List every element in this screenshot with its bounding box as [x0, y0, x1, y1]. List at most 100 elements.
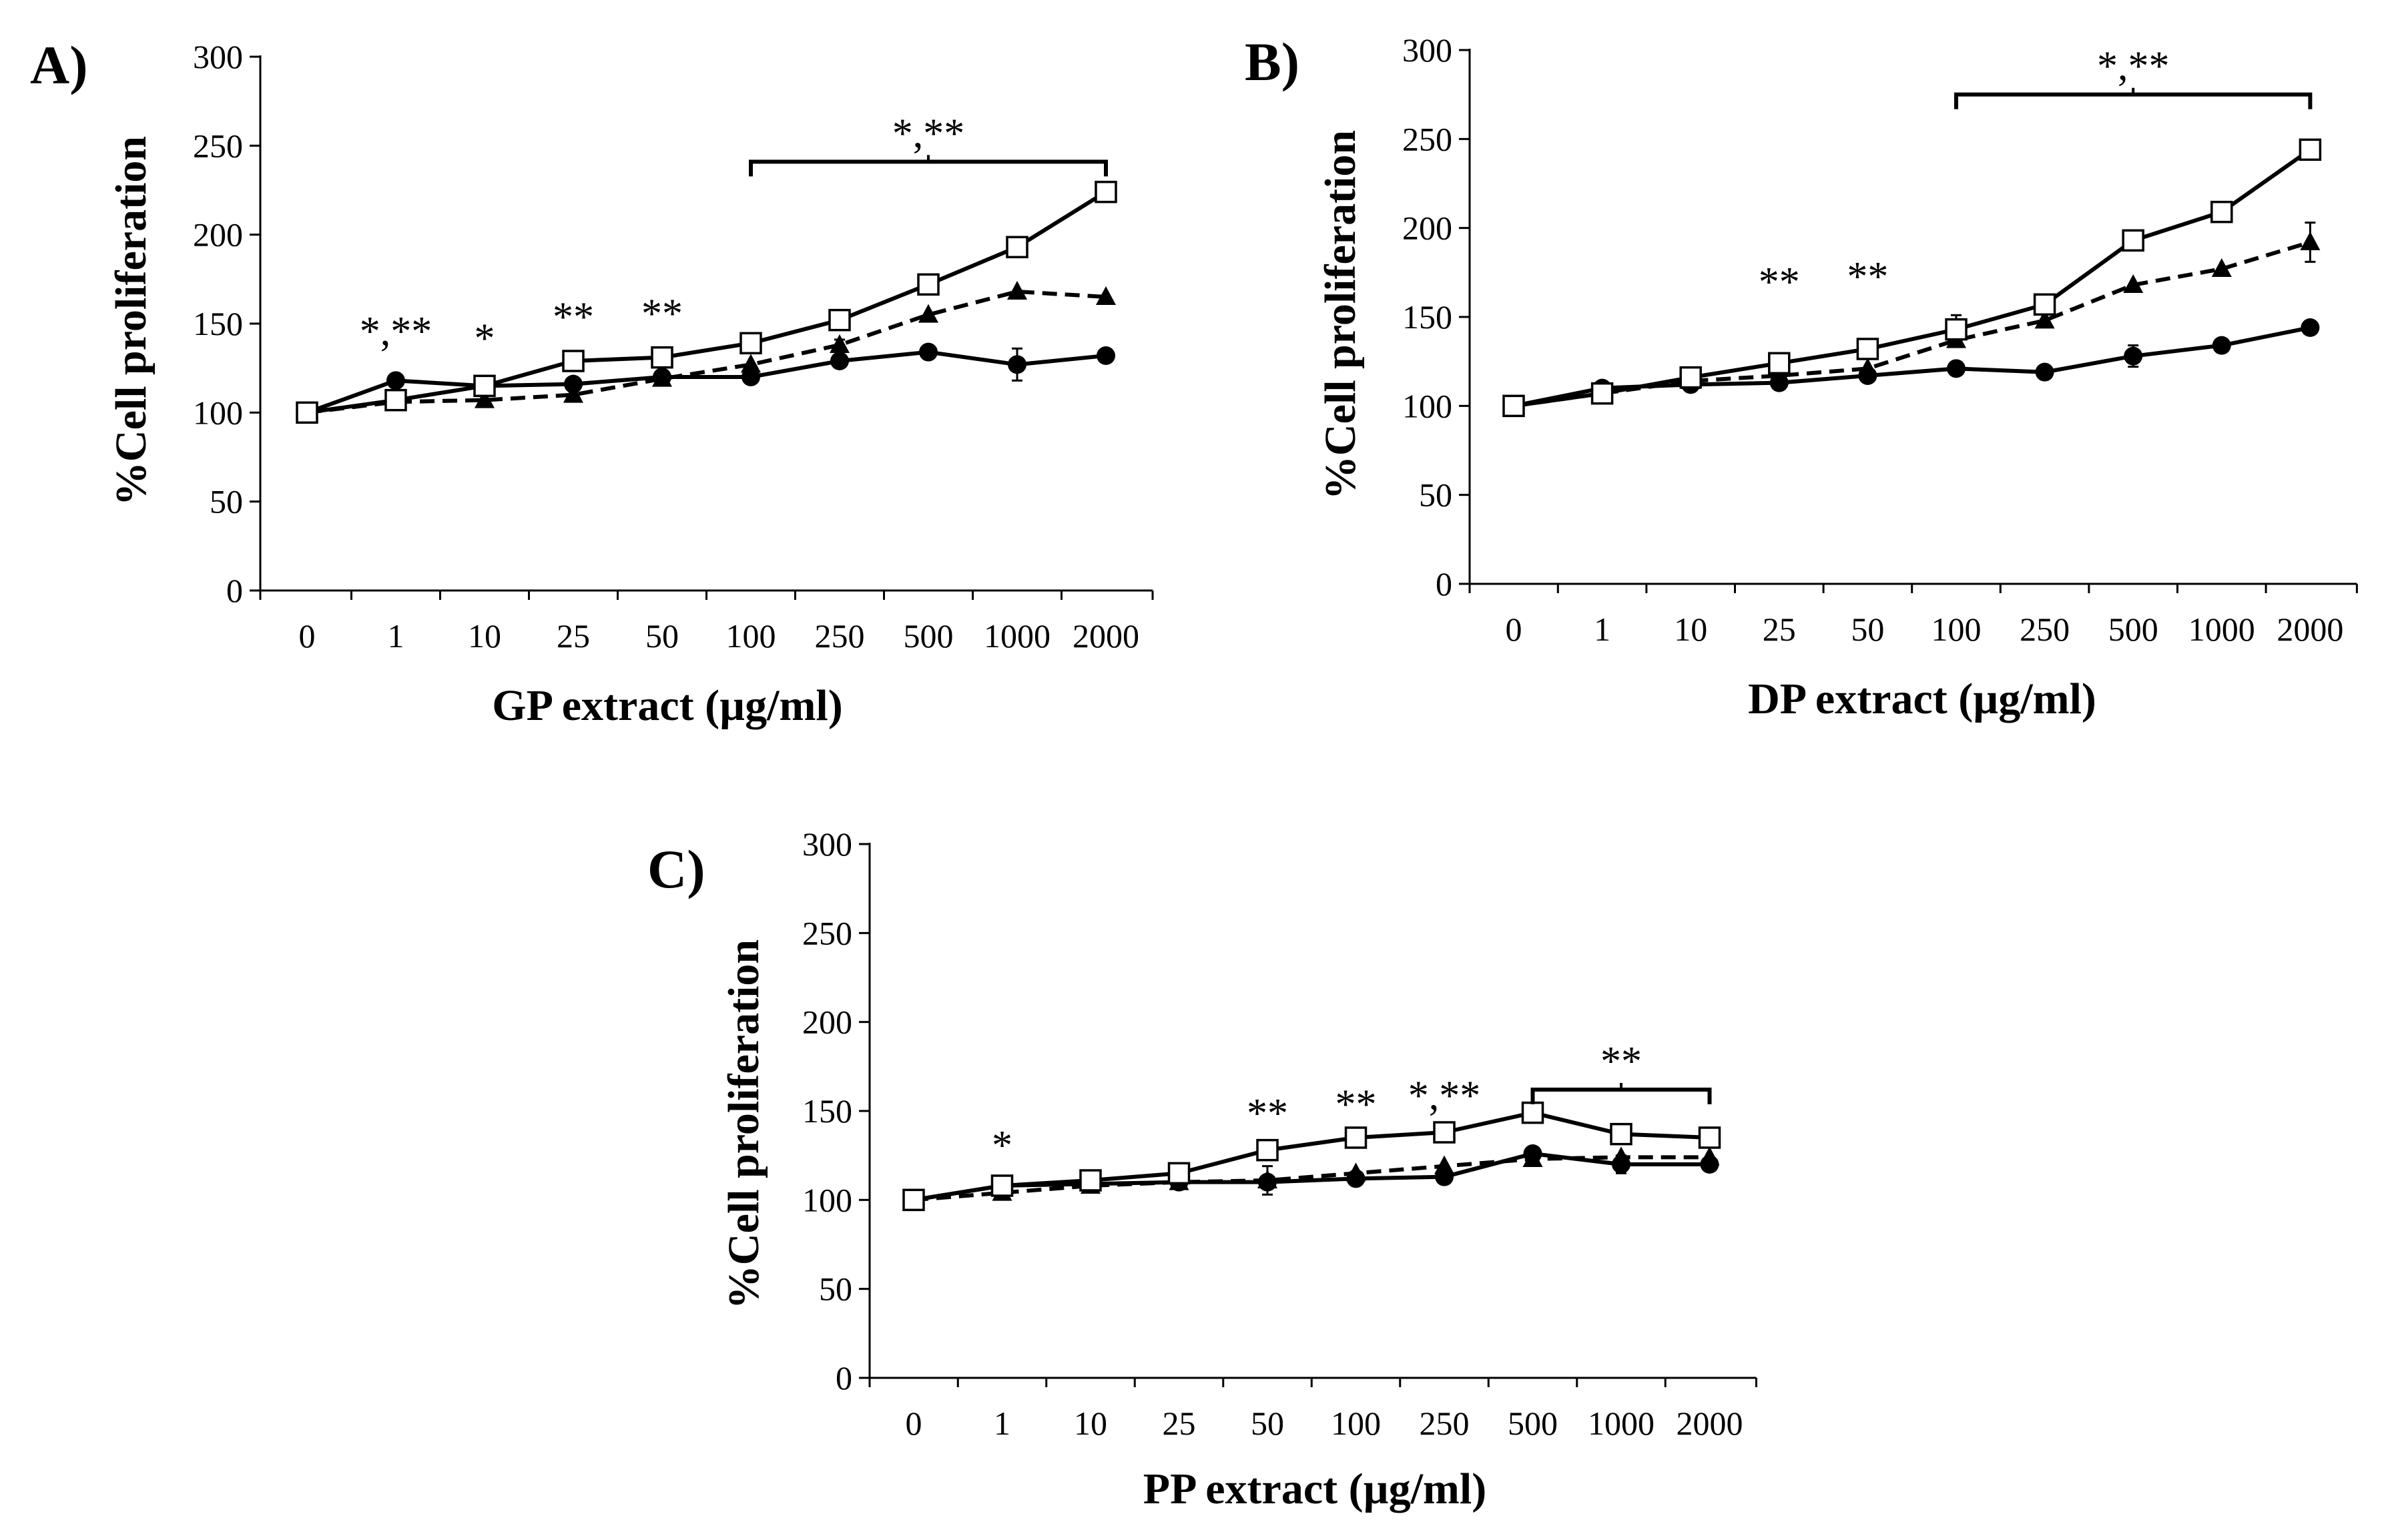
- data-point: [1522, 1148, 1543, 1167]
- y-tick-label: 100: [802, 1181, 852, 1218]
- panel-label: C): [647, 839, 705, 899]
- data-point: [2123, 274, 2144, 293]
- data-point: [917, 273, 940, 296]
- data-point: [2211, 258, 2232, 277]
- x-tick-label: 0: [299, 617, 316, 655]
- data-point: [1768, 352, 1791, 375]
- series-line: [913, 1110, 1710, 1202]
- significance-label: *,**: [360, 309, 432, 354]
- y-tick-label: 250: [802, 914, 852, 951]
- data-point: [1167, 1162, 1191, 1185]
- data-point: [386, 371, 405, 390]
- series-open-square-solid: [902, 1101, 1721, 1212]
- x-tick-label: 1000: [1588, 1405, 1655, 1442]
- x-tick-label: 50: [1251, 1405, 1284, 1442]
- data-point: [1521, 1101, 1544, 1124]
- x-tick-label: 1: [388, 617, 404, 655]
- significance-label: **: [553, 295, 594, 340]
- y-axis-label: %Cell proliferation: [719, 939, 768, 1309]
- data-point: [1945, 318, 1968, 341]
- y-tick-label: 150: [802, 1092, 852, 1130]
- significance-label: **: [1600, 1039, 1642, 1084]
- x-tick-label: 2000: [1073, 617, 1139, 655]
- x-tick-label: 50: [645, 617, 679, 655]
- panel-label: B): [1245, 31, 1299, 92]
- data-point: [1679, 366, 1702, 389]
- significance-annotations: *** ** *,****: [992, 1039, 1712, 1168]
- x-tick-label: 1: [1594, 611, 1610, 648]
- y-tick-label: 50: [210, 483, 243, 520]
- data-point: [830, 352, 849, 370]
- data-point: [741, 354, 761, 373]
- data-point: [1699, 1146, 1720, 1166]
- x-tick-label: 100: [1931, 611, 1982, 648]
- y-tick-label: 200: [193, 216, 243, 254]
- x-tick-label: 0: [906, 1405, 922, 1442]
- data-point: [1590, 382, 1614, 405]
- x-tick-label: 1000: [984, 617, 1051, 655]
- significance-label: *: [475, 316, 495, 362]
- significance-label: **: [1759, 260, 1800, 305]
- series-open-square-solid: [296, 180, 1117, 424]
- x-tick-label: 1: [994, 1405, 1010, 1442]
- chart-panel-a: A) %Cell proliferation GP extract (µg/ml…: [30, 35, 843, 730]
- series-open-square-solid: [1502, 138, 2322, 418]
- data-point: [1007, 281, 1027, 300]
- series-line: [913, 1155, 1710, 1202]
- x-tick-label: 100: [1331, 1405, 1381, 1442]
- x-tick-label: 50: [1851, 611, 1884, 648]
- significance-label: *,**: [2097, 44, 2170, 89]
- y-tick-label: 200: [1402, 210, 1452, 247]
- y-tick-label: 300: [802, 825, 852, 863]
- data-point: [739, 332, 762, 355]
- significance-label: *,**: [892, 111, 965, 156]
- panel-label: A): [30, 35, 88, 95]
- significance-label: *: [992, 1123, 1012, 1168]
- x-tick-label: 500: [904, 617, 954, 655]
- data-point: [651, 346, 673, 369]
- data-point: [2299, 138, 2322, 161]
- significance-bracket: [1954, 92, 2313, 109]
- x-tick-label: 25: [1763, 611, 1796, 648]
- series-line: [306, 190, 1107, 415]
- y-tick-label: 300: [193, 38, 243, 75]
- x-tick-label: 2000: [1677, 1405, 1743, 1442]
- series-line: [306, 350, 1107, 415]
- data-point: [919, 342, 938, 362]
- x-tick-label: 2000: [2277, 611, 2343, 648]
- significance-label: **: [1847, 254, 1888, 300]
- significance-label: **: [641, 291, 683, 336]
- x-tick-label: 100: [726, 617, 776, 655]
- data-point: [1610, 1122, 1632, 1146]
- y-tick-label: 150: [1402, 298, 1452, 336]
- x-axis-label: DP extract (µg/ml): [1748, 675, 2096, 723]
- x-tick-label: 1000: [2188, 611, 2255, 648]
- data-point: [473, 374, 496, 398]
- x-axis-label: PP extract (µg/ml): [1143, 1465, 1486, 1513]
- data-point: [2035, 362, 2054, 382]
- data-point: [475, 389, 495, 408]
- data-point: [2300, 232, 2321, 250]
- y-tick-label: 200: [802, 1004, 852, 1041]
- data-point: [918, 304, 938, 323]
- data-point: [562, 350, 585, 372]
- significance-annotations: *,** * ** ***,**: [360, 111, 1108, 362]
- data-point: [1344, 1126, 1368, 1149]
- data-point: [1097, 346, 1115, 365]
- data-point: [2210, 200, 2233, 224]
- y-tick-label: 250: [1402, 120, 1452, 157]
- data-point: [1079, 1169, 1102, 1192]
- data-point: [1434, 1155, 1454, 1174]
- data-point: [1095, 180, 1117, 204]
- data-point: [2034, 310, 2055, 329]
- y-tick-label: 0: [226, 572, 243, 609]
- data-point: [1947, 359, 1966, 378]
- y-tick-label: 0: [1436, 565, 1452, 603]
- x-tick-label: 25: [557, 617, 590, 655]
- y-tick-label: 50: [819, 1270, 852, 1308]
- data-point: [1857, 358, 1878, 377]
- data-point: [1502, 394, 1525, 418]
- significance-label: **: [1335, 1082, 1377, 1128]
